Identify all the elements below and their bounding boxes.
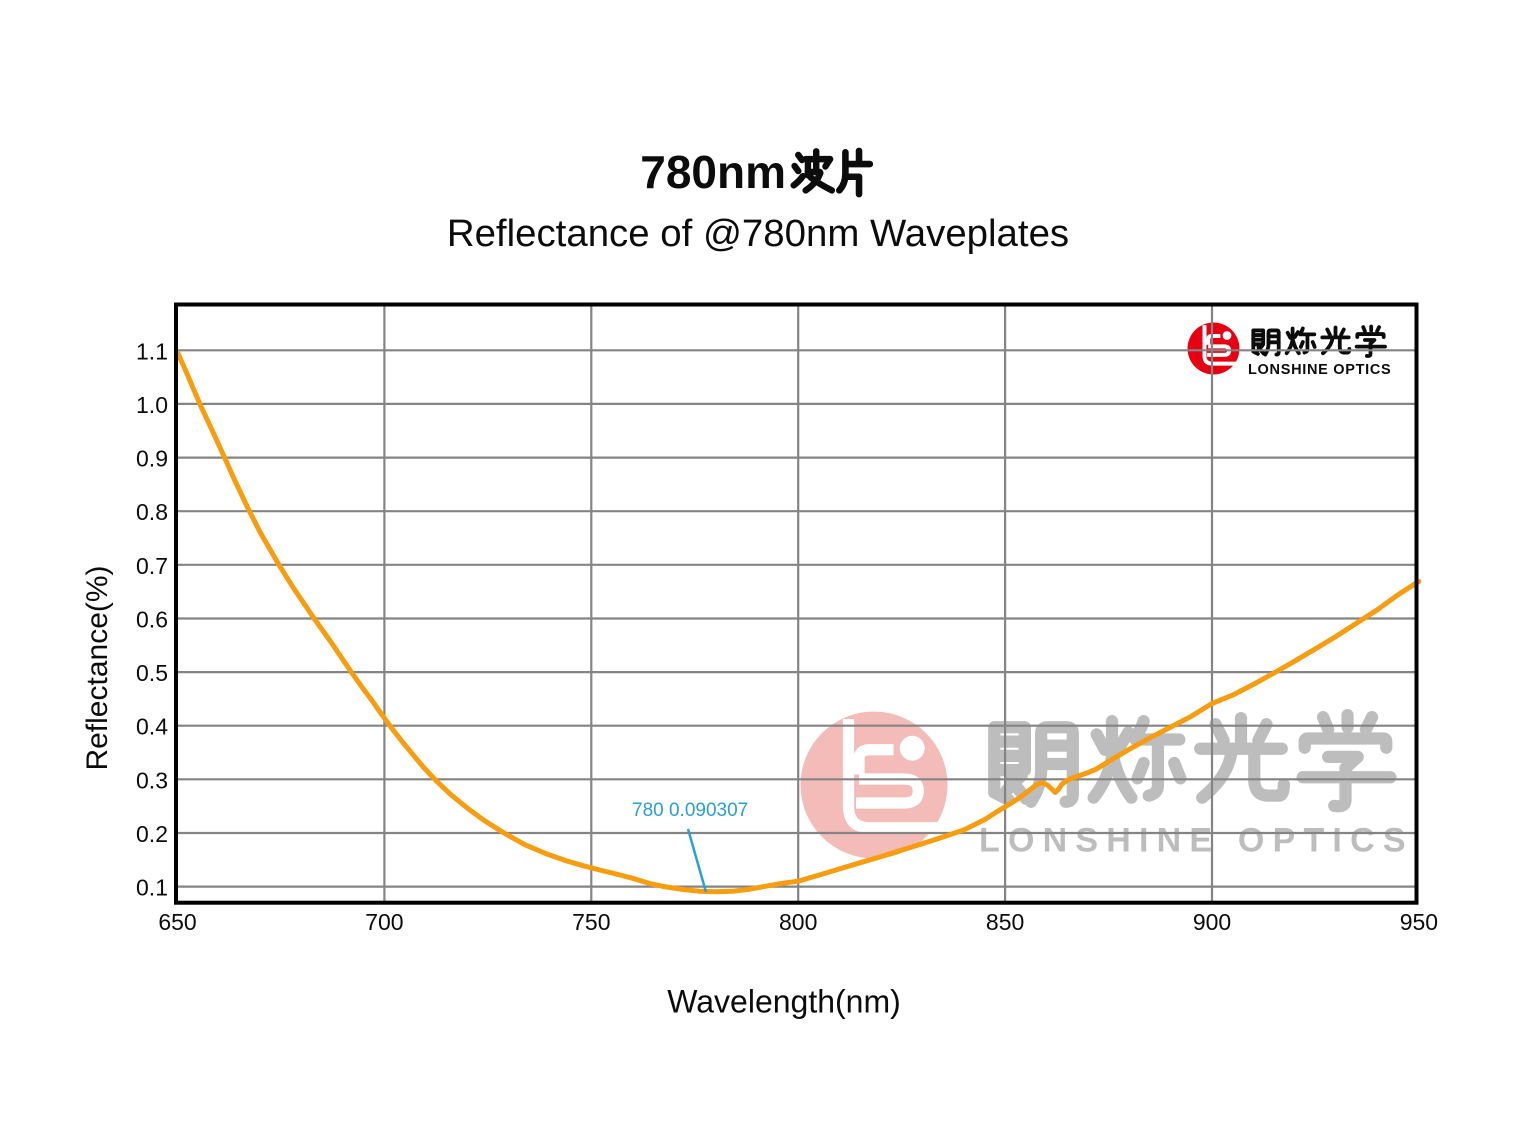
svg-text:780nm: 780nm bbox=[640, 146, 786, 198]
svg-text:LONSHINE OPTICS: LONSHINE OPTICS bbox=[1248, 362, 1391, 378]
svg-text:800: 800 bbox=[779, 909, 817, 935]
svg-text:0.5: 0.5 bbox=[136, 660, 168, 686]
svg-text:700: 700 bbox=[365, 909, 403, 935]
svg-text:LONSHINE OPTICS: LONSHINE OPTICS bbox=[979, 822, 1414, 860]
svg-text:0.2: 0.2 bbox=[136, 821, 168, 847]
svg-text:Reflectance of @780nm Waveplat: Reflectance of @780nm Waveplates bbox=[447, 212, 1069, 255]
svg-text:950: 950 bbox=[1400, 909, 1438, 935]
svg-text:1.0: 1.0 bbox=[136, 392, 168, 418]
svg-text:0.4: 0.4 bbox=[136, 714, 168, 740]
svg-text:0.9: 0.9 bbox=[136, 446, 168, 472]
svg-text:900: 900 bbox=[1193, 909, 1231, 935]
svg-text:780 0.090307: 780 0.090307 bbox=[632, 800, 748, 821]
svg-text:650: 650 bbox=[158, 909, 196, 935]
svg-text:750: 750 bbox=[572, 909, 610, 935]
svg-text:850: 850 bbox=[986, 909, 1024, 935]
svg-text:0.3: 0.3 bbox=[136, 767, 168, 793]
svg-text:Reflectance(%): Reflectance(%) bbox=[81, 565, 114, 770]
svg-text:0.8: 0.8 bbox=[136, 499, 168, 525]
svg-text:Wavelength(nm): Wavelength(nm) bbox=[667, 984, 901, 1020]
svg-text:0.7: 0.7 bbox=[136, 553, 168, 579]
svg-text:0.1: 0.1 bbox=[136, 875, 168, 901]
svg-text:0.6: 0.6 bbox=[136, 607, 168, 633]
svg-text:1.1: 1.1 bbox=[136, 338, 168, 364]
